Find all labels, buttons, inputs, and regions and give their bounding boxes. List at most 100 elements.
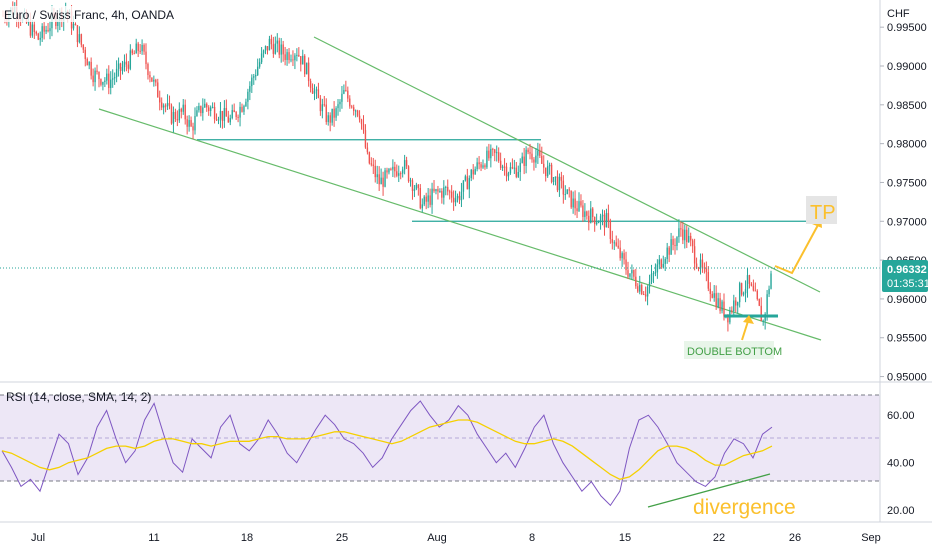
candle-body [509, 167, 512, 174]
candle-body [368, 152, 371, 164]
time-tick-label: 18 [241, 532, 253, 544]
candle-body [198, 105, 200, 111]
candle-body [609, 221, 612, 240]
time-tick-label: Jul [31, 532, 45, 544]
candle-body [454, 198, 457, 203]
candle-body [760, 305, 762, 322]
candle-body [670, 239, 672, 255]
candle-body [276, 40, 278, 44]
price-axis[interactable]: CHF 0.995000.990000.985000.980000.975000… [879, 0, 930, 522]
candle-body [211, 106, 214, 108]
candle-body [123, 61, 126, 67]
tp-box [806, 196, 837, 224]
price-tick-label: 0.97500 [887, 177, 927, 189]
time-tick-label: Aug [427, 532, 447, 544]
candle-body [249, 86, 251, 92]
candle-body [539, 150, 541, 156]
candle-body [86, 58, 88, 66]
candle-body [441, 190, 443, 198]
candle-body [76, 25, 79, 43]
candle-body [450, 191, 453, 198]
candle-body [497, 152, 500, 161]
candle-body [415, 184, 418, 189]
candle-body [382, 177, 384, 187]
candle-body [206, 103, 208, 108]
candle-body [405, 160, 408, 167]
candle-body [188, 120, 190, 127]
candle-body [635, 276, 637, 287]
candle-body [141, 44, 143, 52]
time-tick-label: 25 [336, 532, 348, 544]
channel-upper-line [313, 36, 821, 293]
candle-body [117, 63, 120, 69]
candle-body [560, 176, 563, 181]
time-axis[interactable]: Jul 11 18 25 Aug 8 15 22 26 Sep [0, 521, 932, 544]
rsi-ticks: 60.00 40.00 20.00 [887, 410, 915, 517]
candle-body [674, 244, 676, 246]
candle-body [505, 166, 508, 177]
candle-body [204, 103, 206, 108]
title-backdrop [0, 6, 150, 22]
candle-body [605, 213, 608, 228]
candle-body [431, 188, 433, 205]
candle-body [309, 81, 312, 89]
candle-body [711, 293, 713, 298]
candle-body [239, 106, 241, 118]
candle-body [264, 46, 267, 51]
candle-body [641, 284, 643, 294]
candle-body [398, 173, 400, 176]
candle-body [652, 273, 655, 275]
candle-body [127, 64, 130, 69]
price-tick-label: 0.98000 [887, 139, 927, 151]
candle-body [488, 150, 490, 159]
candle-body [192, 126, 194, 131]
candle-body [750, 283, 753, 286]
candle-body [546, 166, 549, 177]
candle-body [458, 195, 461, 201]
candle-body [545, 167, 547, 177]
candle-body [178, 108, 181, 121]
candle-body [159, 97, 161, 103]
candle-body [597, 222, 600, 224]
candle-body [595, 222, 598, 225]
candle-body [394, 166, 396, 172]
rsi-panel: RSI (14, close, SMA, 14, 2) divergence [0, 390, 880, 519]
candle-body [590, 208, 592, 223]
candle-body [219, 110, 222, 120]
candle-body [421, 204, 423, 209]
candle-body [325, 104, 327, 123]
candle-body [648, 281, 651, 288]
candle-body [164, 105, 167, 107]
rsi-sma-line [1, 419, 773, 480]
candle-body [644, 294, 647, 297]
candle-body [370, 163, 373, 165]
candle-body [513, 167, 516, 169]
candle-body [548, 164, 551, 167]
candle-body [392, 166, 394, 170]
candle-body [366, 147, 369, 153]
candle-body [437, 189, 439, 192]
candle-body [280, 44, 282, 55]
candle-body [343, 89, 345, 94]
candle-body [333, 108, 335, 118]
candle-body [607, 213, 610, 222]
candle-body [742, 293, 745, 295]
candle-body [108, 73, 110, 89]
candle-body [740, 283, 743, 295]
double-bottom-arrowhead [743, 315, 754, 324]
candle-body [445, 186, 447, 188]
candle-body [452, 197, 455, 203]
candle-body [615, 242, 617, 246]
candle-body [362, 124, 365, 131]
candle-body [364, 130, 367, 148]
candle-body [168, 103, 171, 106]
candle-body [376, 174, 378, 178]
candle-body [57, 21, 59, 26]
candle-body [243, 106, 245, 112]
candle-body [202, 107, 204, 114]
candle-body [221, 110, 224, 121]
candle-body [143, 44, 145, 52]
candle-body [588, 215, 590, 223]
candle-body [486, 150, 488, 168]
